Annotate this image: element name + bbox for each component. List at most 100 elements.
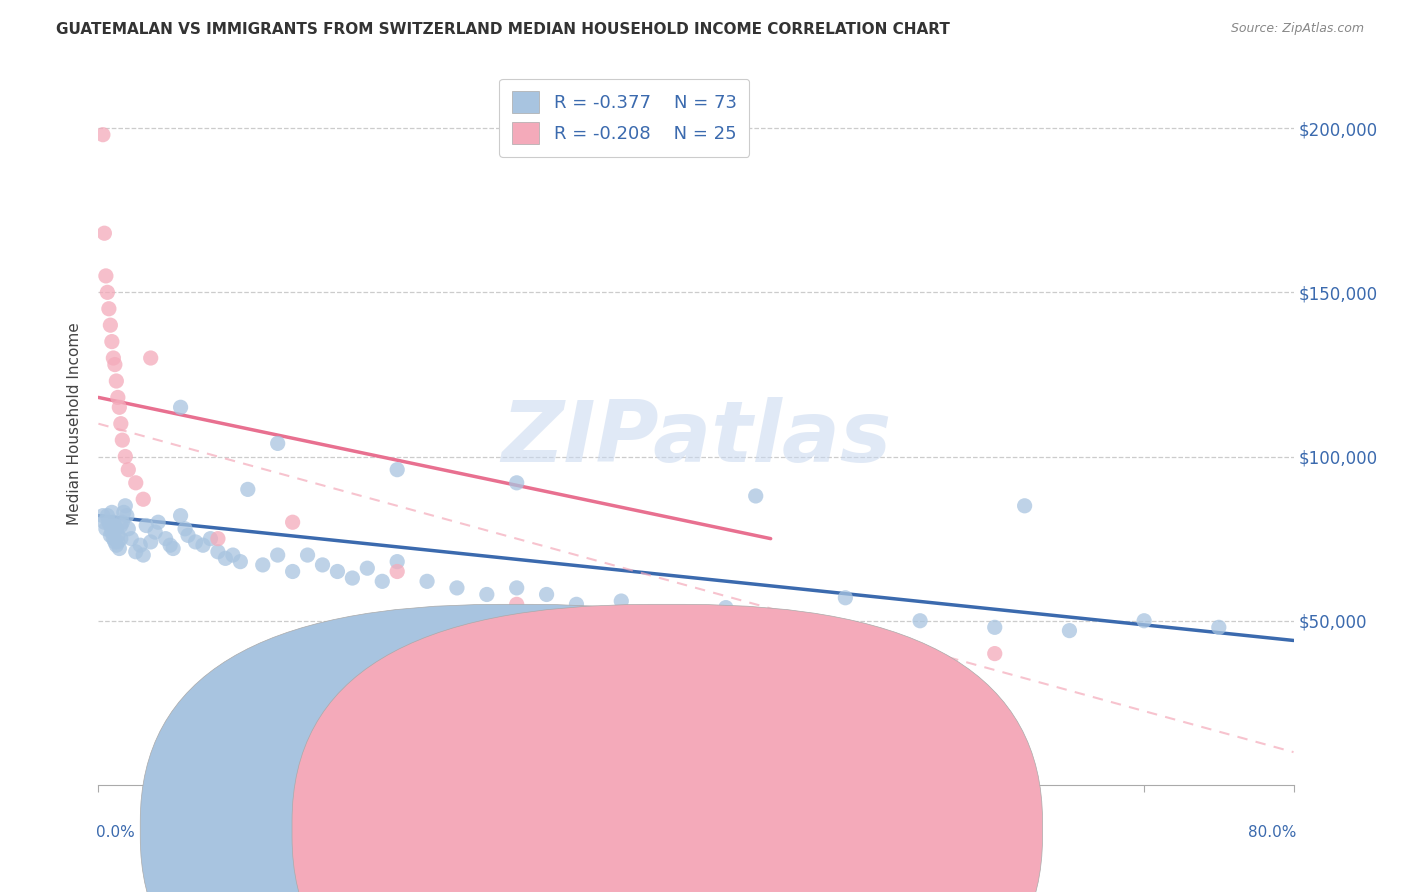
Point: [91, 508, 114, 523]
Point: [132, 548, 155, 562]
Point: [610, 594, 633, 608]
Point: [110, 532, 132, 546]
Point: [714, 600, 737, 615]
Text: ZIPatlas: ZIPatlas: [501, 397, 891, 480]
Text: Source: ZipAtlas.com: Source: ZipAtlas.com: [1230, 22, 1364, 36]
Point: [114, 450, 136, 464]
Point: [297, 548, 319, 562]
Point: [229, 555, 252, 569]
Point: [120, 532, 142, 546]
Point: [342, 571, 364, 585]
Point: [536, 587, 558, 601]
Point: [506, 581, 529, 595]
Point: [162, 541, 184, 556]
Point: [132, 492, 155, 507]
Point: [91, 128, 114, 142]
Point: [207, 532, 229, 546]
Point: [117, 463, 139, 477]
Point: [107, 391, 129, 405]
Text: 80.0%: 80.0%: [1247, 825, 1296, 839]
Point: [112, 505, 135, 519]
Point: [98, 528, 122, 542]
Point: [104, 535, 127, 549]
Point: [169, 401, 191, 415]
Point: [908, 614, 931, 628]
Point: [111, 433, 134, 447]
Point: [105, 522, 128, 536]
Point: [97, 515, 120, 529]
Point: [103, 515, 125, 529]
Point: [108, 541, 131, 556]
FancyBboxPatch shape: [292, 605, 1043, 892]
Point: [475, 587, 498, 601]
Point: [143, 524, 166, 539]
Point: [1133, 614, 1156, 628]
Point: [311, 558, 333, 572]
Point: [107, 535, 129, 549]
Point: [101, 334, 124, 349]
Text: 0.0%: 0.0%: [96, 825, 135, 839]
Point: [356, 561, 378, 575]
Point: [984, 647, 1007, 661]
Text: GUATEMALAN VS IMMIGRANTS FROM SWITZERLAND MEDIAN HOUSEHOLD INCOME CORRELATION CH: GUATEMALAN VS IMMIGRANTS FROM SWITZERLAN…: [56, 22, 950, 37]
Point: [759, 610, 782, 624]
Point: [105, 374, 128, 388]
Point: [1014, 499, 1036, 513]
Point: [97, 301, 120, 316]
Point: [148, 515, 170, 529]
Point: [110, 417, 132, 431]
Point: [108, 401, 131, 415]
Point: [281, 515, 304, 529]
Point: [105, 538, 128, 552]
Point: [139, 535, 162, 549]
Point: [207, 545, 229, 559]
Point: [104, 518, 127, 533]
Point: [565, 598, 588, 612]
Point: [114, 499, 136, 513]
Point: [655, 607, 678, 622]
Point: [174, 522, 197, 536]
Point: [177, 528, 200, 542]
Point: [94, 522, 117, 536]
Point: [125, 545, 148, 559]
Point: [184, 535, 207, 549]
Point: [103, 532, 125, 546]
Point: [107, 528, 129, 542]
FancyBboxPatch shape: [141, 605, 891, 892]
Point: [385, 555, 409, 569]
Point: [200, 532, 222, 546]
Point: [111, 515, 134, 529]
Point: [506, 475, 529, 490]
Point: [506, 598, 529, 612]
Point: [236, 483, 259, 497]
Point: [416, 574, 439, 589]
Point: [104, 358, 127, 372]
Point: [159, 538, 181, 552]
Text: Guatemalans: Guatemalans: [538, 822, 640, 837]
Point: [96, 508, 118, 523]
Legend: R = -0.377    N = 73, R = -0.208    N = 25: R = -0.377 N = 73, R = -0.208 N = 25: [499, 78, 749, 157]
Point: [984, 620, 1007, 634]
Point: [281, 565, 304, 579]
Point: [117, 522, 139, 536]
Point: [222, 548, 245, 562]
Point: [267, 548, 290, 562]
Point: [98, 318, 122, 333]
Point: [135, 518, 157, 533]
Point: [103, 351, 125, 365]
Point: [101, 524, 124, 539]
Point: [155, 532, 177, 546]
Point: [267, 436, 290, 450]
Point: [1059, 624, 1081, 638]
Point: [139, 351, 162, 365]
Point: [834, 591, 856, 605]
Point: [98, 518, 122, 533]
Point: [385, 565, 409, 579]
Text: Immigrants from Switzerland: Immigrants from Switzerland: [690, 822, 912, 837]
Point: [371, 574, 394, 589]
Point: [1208, 620, 1230, 634]
Point: [326, 565, 349, 579]
Point: [169, 508, 191, 523]
Point: [595, 630, 617, 644]
Point: [110, 518, 132, 533]
